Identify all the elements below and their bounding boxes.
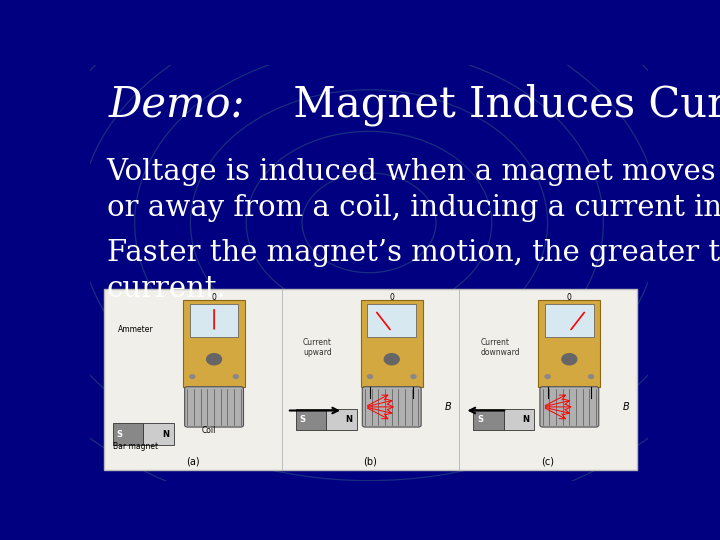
Bar <box>504 409 534 430</box>
Bar <box>326 409 356 430</box>
Text: Current
downward: Current downward <box>480 338 520 357</box>
Text: Bar magnet: Bar magnet <box>113 442 158 451</box>
Circle shape <box>384 354 399 365</box>
Circle shape <box>233 375 238 379</box>
Circle shape <box>411 375 416 379</box>
Bar <box>545 303 593 336</box>
Circle shape <box>367 375 372 379</box>
Text: 0: 0 <box>390 293 394 301</box>
Bar <box>361 300 423 387</box>
Text: (a): (a) <box>186 457 199 467</box>
Text: Ammeter: Ammeter <box>118 325 154 334</box>
Text: Coil: Coil <box>202 426 216 435</box>
Text: Faster the magnet’s motion, the greater the induced
current.: Faster the magnet’s motion, the greater … <box>107 239 720 303</box>
Bar <box>190 303 238 336</box>
Bar <box>104 289 637 470</box>
Text: N: N <box>162 429 169 438</box>
Text: Voltage is induced when a magnet moves towards
or away from a coil, inducing a c: Voltage is induced when a magnet moves t… <box>107 158 720 222</box>
FancyBboxPatch shape <box>540 387 599 427</box>
Text: Demo:: Demo: <box>109 83 246 125</box>
Circle shape <box>589 375 593 379</box>
Text: (c): (c) <box>541 457 554 467</box>
Circle shape <box>190 375 195 379</box>
Text: B: B <box>445 402 451 412</box>
Bar <box>474 409 504 430</box>
Bar <box>296 409 326 430</box>
Text: Current
upward: Current upward <box>303 338 332 357</box>
Text: S: S <box>477 415 483 424</box>
Bar <box>143 423 174 445</box>
Text: B: B <box>623 402 629 412</box>
Bar <box>183 300 246 387</box>
FancyBboxPatch shape <box>362 387 421 427</box>
Text: 0: 0 <box>567 293 572 301</box>
Text: 0: 0 <box>212 293 217 301</box>
Text: S: S <box>300 415 305 424</box>
Bar <box>113 423 143 445</box>
Text: N: N <box>523 415 530 424</box>
Bar <box>367 303 416 336</box>
Bar <box>539 300 600 387</box>
FancyBboxPatch shape <box>184 387 243 427</box>
Text: N: N <box>345 415 352 424</box>
Text: (b): (b) <box>364 457 377 467</box>
Circle shape <box>545 375 550 379</box>
Circle shape <box>562 354 577 365</box>
Text: Magnet Induces Current: Magnet Induces Current <box>280 83 720 126</box>
Circle shape <box>207 354 222 365</box>
Text: S: S <box>117 429 122 438</box>
